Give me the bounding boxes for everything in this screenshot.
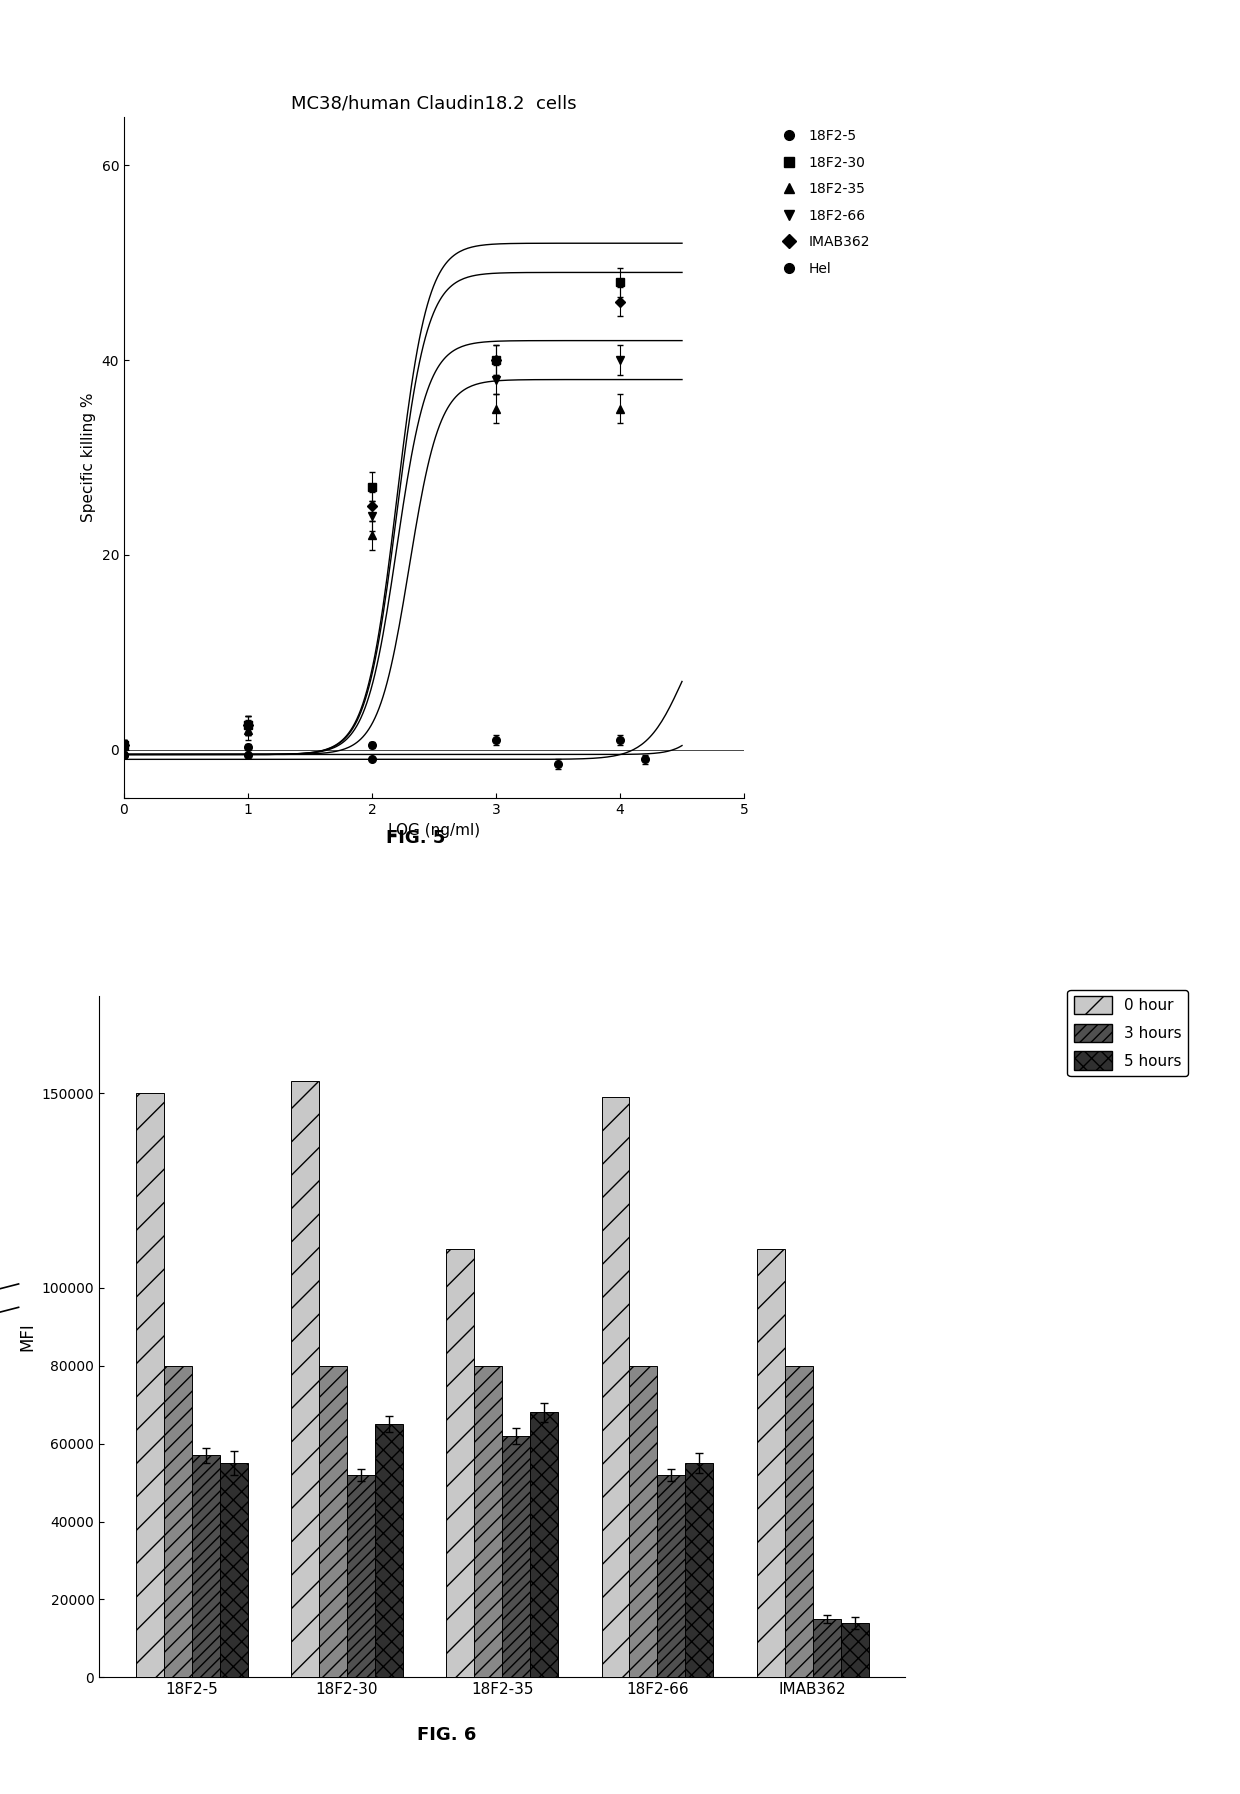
Y-axis label: MFI: MFI — [19, 1322, 36, 1351]
Legend: 18F2-5, 18F2-30, 18F2-35, 18F2-66, IMAB362, Hel: 18F2-5, 18F2-30, 18F2-35, 18F2-66, IMAB3… — [770, 124, 875, 282]
X-axis label: LOG (ng/ml): LOG (ng/ml) — [388, 823, 480, 838]
Bar — [291, 1082, 319, 1677]
Y-axis label: Specific killing %: Specific killing % — [81, 393, 95, 522]
Bar — [812, 1618, 841, 1677]
Bar — [785, 1365, 812, 1677]
Bar — [502, 1435, 531, 1677]
Bar — [474, 1365, 502, 1677]
Legend: 0 hour, 3 hours, 5 hours: 0 hour, 3 hours, 5 hours — [1068, 990, 1188, 1076]
Bar — [136, 1093, 164, 1677]
Bar — [319, 1365, 347, 1677]
Bar — [756, 1249, 785, 1677]
Bar — [219, 1464, 248, 1677]
Bar — [657, 1475, 686, 1677]
Title: MC38/human Claudin18.2  cells: MC38/human Claudin18.2 cells — [291, 95, 577, 113]
Text: FIG. 5: FIG. 5 — [386, 829, 445, 847]
Bar — [374, 1424, 403, 1677]
Bar — [446, 1249, 474, 1677]
Bar — [630, 1365, 657, 1677]
Text: FIG. 6: FIG. 6 — [417, 1726, 476, 1744]
Bar — [531, 1412, 558, 1677]
Bar — [347, 1475, 374, 1677]
Bar — [686, 1464, 713, 1677]
Bar — [841, 1624, 868, 1677]
Bar — [601, 1096, 630, 1677]
Bar — [164, 1365, 192, 1677]
Bar — [192, 1455, 219, 1677]
